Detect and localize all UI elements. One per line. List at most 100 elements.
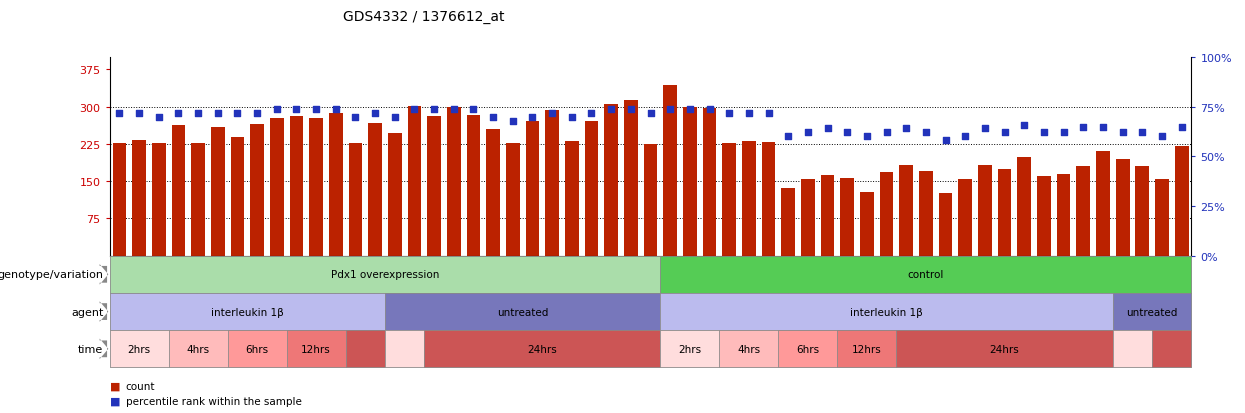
Text: 12hrs: 12hrs (301, 344, 331, 354)
Bar (585, 122, 599, 256)
Bar (860, 192, 874, 256)
Bar (939, 194, 952, 256)
Point (916, 130, 936, 136)
Bar (172, 126, 186, 256)
Point (896, 126, 916, 133)
Bar (782, 188, 796, 256)
Bar (152, 144, 166, 256)
Point (129, 110, 149, 116)
Text: 2hrs: 2hrs (127, 344, 151, 354)
Point (483, 114, 503, 121)
Point (228, 110, 248, 116)
Bar (309, 118, 322, 256)
Bar (487, 130, 500, 256)
Point (758, 110, 778, 116)
Bar (447, 107, 461, 256)
Bar (1155, 179, 1169, 256)
Point (405, 106, 425, 113)
Point (266, 106, 286, 113)
Bar (644, 145, 657, 256)
Point (425, 106, 444, 113)
Bar (407, 107, 421, 256)
Point (523, 114, 543, 121)
Point (1015, 122, 1035, 128)
Bar (1096, 152, 1109, 256)
Bar (684, 108, 697, 256)
Text: interleukin 1β: interleukin 1β (210, 307, 284, 317)
Text: 24hrs: 24hrs (528, 344, 558, 354)
Point (188, 110, 208, 116)
Point (385, 114, 405, 121)
Point (463, 106, 483, 113)
Text: ■: ■ (110, 381, 120, 391)
Text: 24hrs: 24hrs (990, 344, 1020, 354)
Bar (349, 144, 362, 256)
Bar (604, 105, 618, 256)
Point (1073, 124, 1093, 131)
Bar (1017, 157, 1031, 256)
Bar (290, 116, 304, 256)
Point (798, 130, 818, 136)
Text: GDS4332 / 1376612_at: GDS4332 / 1376612_at (342, 10, 504, 24)
Point (621, 106, 641, 113)
Point (443, 106, 463, 113)
Point (286, 106, 306, 113)
Bar (1175, 147, 1189, 256)
Point (955, 134, 975, 140)
Point (720, 110, 740, 116)
Point (346, 114, 366, 121)
Bar (722, 144, 736, 256)
Point (1033, 130, 1053, 136)
Bar (899, 165, 913, 256)
Bar (1057, 174, 1071, 256)
Point (1172, 124, 1191, 131)
Point (936, 138, 956, 145)
Bar (959, 179, 972, 256)
Text: agent: agent (71, 307, 103, 317)
Text: 6hrs: 6hrs (797, 344, 819, 354)
Bar (840, 178, 854, 256)
Bar (132, 141, 146, 256)
Bar (112, 144, 126, 256)
Bar (624, 101, 637, 256)
Bar (702, 109, 716, 256)
Point (1093, 124, 1113, 131)
Point (660, 106, 680, 113)
Bar (230, 138, 244, 256)
Point (818, 126, 838, 133)
Bar (1116, 159, 1129, 256)
Bar (369, 123, 382, 256)
Point (208, 110, 228, 116)
Bar (664, 86, 677, 256)
Bar (525, 121, 539, 256)
Bar (270, 118, 284, 256)
Text: ■: ■ (110, 396, 120, 406)
Bar (329, 113, 342, 256)
Point (110, 110, 129, 116)
Bar (388, 134, 402, 256)
Bar (742, 142, 756, 256)
Bar (880, 173, 894, 256)
Text: 6hrs: 6hrs (245, 344, 269, 354)
Point (581, 110, 601, 116)
Point (680, 106, 700, 113)
Text: genotype/variation: genotype/variation (0, 270, 103, 280)
Point (995, 130, 1015, 136)
Bar (427, 117, 441, 256)
Text: interleukin 1β: interleukin 1β (850, 307, 923, 317)
Point (247, 110, 266, 116)
Point (778, 134, 798, 140)
Point (975, 126, 995, 133)
Point (543, 110, 563, 116)
Bar (505, 144, 519, 256)
Point (700, 106, 720, 113)
Point (1133, 130, 1153, 136)
Point (503, 118, 523, 125)
Text: untreated: untreated (1127, 307, 1178, 317)
Bar (250, 125, 264, 256)
Bar (192, 144, 205, 256)
Text: control: control (908, 270, 944, 280)
Bar (919, 172, 933, 256)
Point (365, 110, 385, 116)
Bar (1135, 167, 1149, 256)
